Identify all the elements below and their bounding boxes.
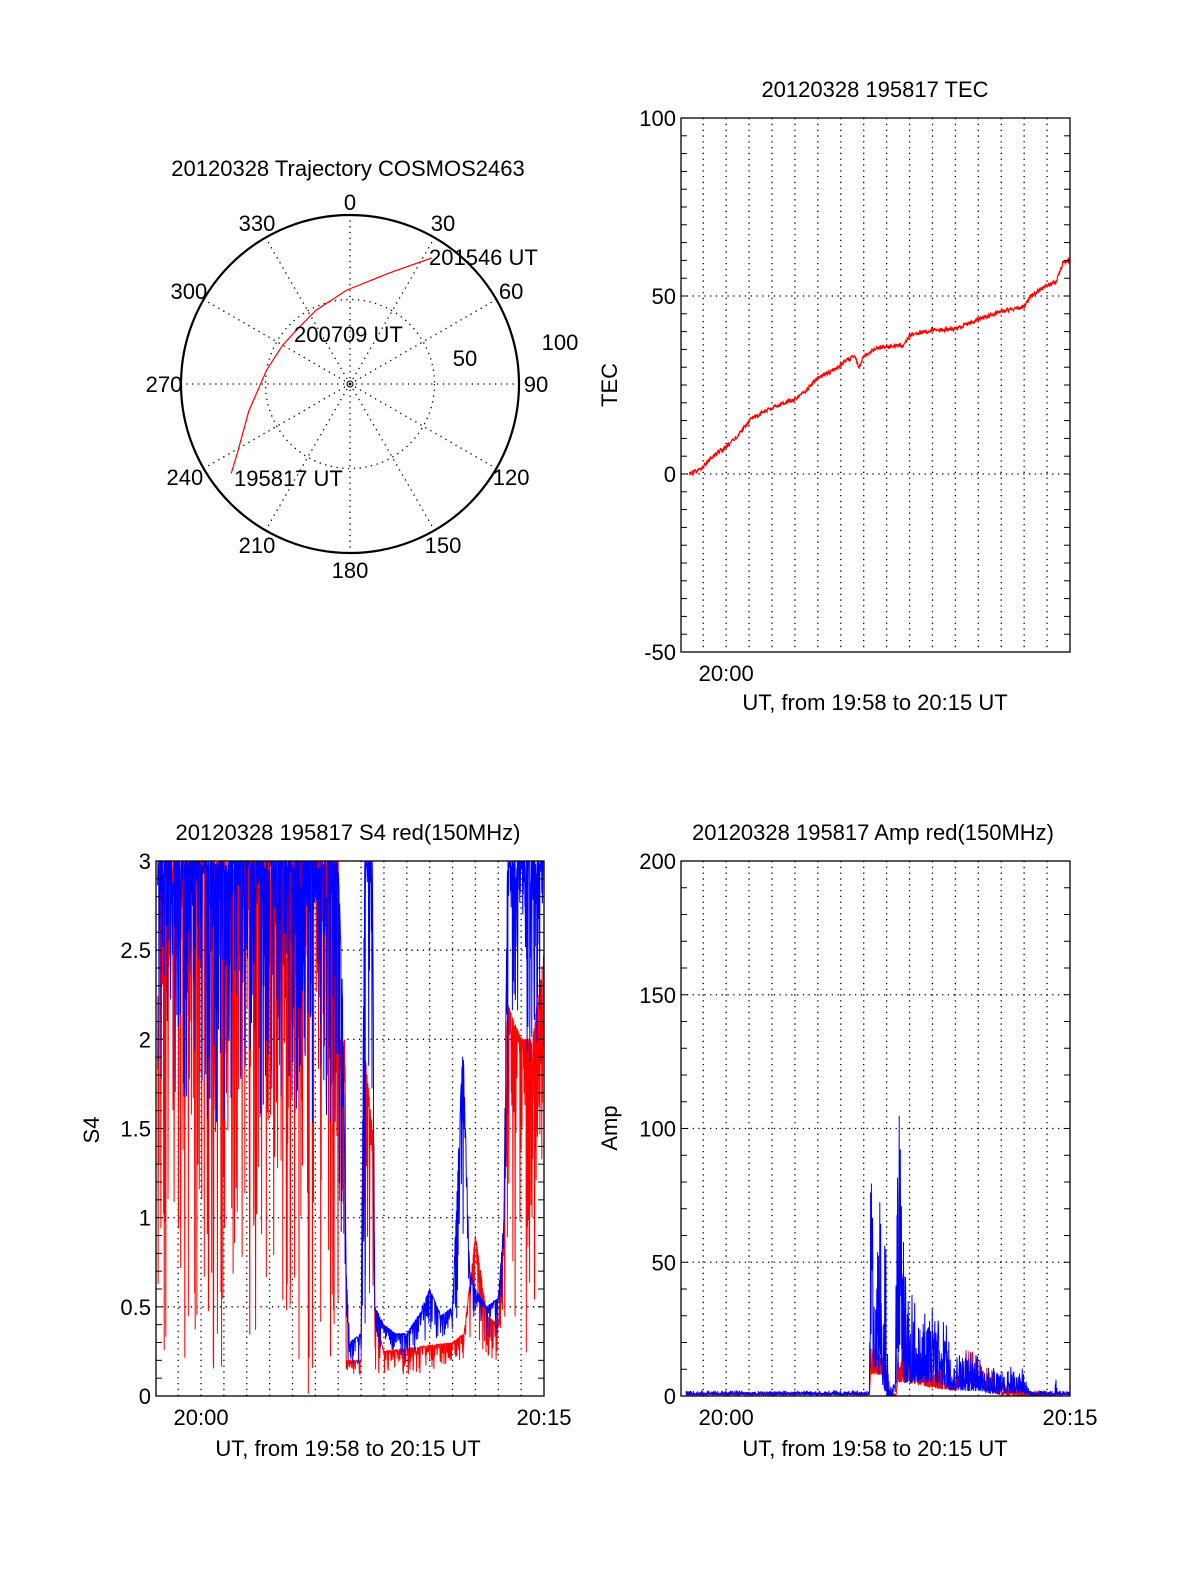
amp-title: 20120328 195817 Amp red(150MHz) [692, 820, 1054, 845]
trajectory-polar-plot: 0 30 60 90 120 150 180 210 240 270 300 330 50 100 1… [146, 156, 579, 583]
polar-angle-label: 210 [239, 533, 276, 558]
tec-series [688, 256, 1070, 478]
amp-y-tick-label: 150 [639, 983, 676, 1008]
polar-ring-50 [264, 298, 436, 470]
s4-series-blue [157, 861, 544, 1364]
polar-angle-label: 270 [146, 372, 183, 397]
amp-series [685, 1115, 1070, 1396]
s4-x-tick-label: 20:15 [516, 1405, 571, 1430]
tec-y-axis-label: TEC [597, 363, 622, 407]
annotation-end-time: 201546 UT [429, 245, 538, 270]
trajectory-series [230, 257, 433, 474]
amp-x-tick-label: 20:15 [1042, 1405, 1097, 1430]
s4-plot: 20120328 195817 S4 red(150MHz) UT, from … [79, 820, 572, 1461]
s4-y-tick-label: 0 [139, 1384, 151, 1409]
amp-grid [681, 861, 1070, 1396]
tec-y-ticks [681, 135, 1070, 635]
tec-y-tick-label: 0 [664, 462, 676, 487]
amp-y-axis-label: Amp [597, 1105, 622, 1150]
s4-y-tick-label: 1.5 [120, 1117, 151, 1142]
polar-angle-label: 240 [167, 465, 204, 490]
s4-y-tick-label: 2 [139, 1027, 151, 1052]
s4-y-tick-label: 2.5 [120, 938, 151, 963]
tec-series-TEC [688, 256, 1070, 478]
polar-outer-ring [179, 213, 521, 555]
polar-grid [179, 213, 521, 555]
polar-angle-label: 300 [171, 279, 208, 304]
polar-angle-labels: 0 30 60 90 120 150 180 210 240 270 300 330 [146, 190, 549, 583]
tec-plot-frame [680, 117, 1071, 653]
tec-y-tick-label: 100 [639, 106, 676, 131]
amp-y-tick-label: 50 [652, 1250, 676, 1275]
annotation-start-time: 195817 UT [234, 466, 343, 491]
s4-y-tick-label: 1 [139, 1206, 151, 1231]
polar-angle-label: 150 [425, 533, 462, 558]
amp-y-tick-label: 0 [664, 1384, 676, 1409]
amp-plot: 20120328 195817 Amp red(150MHz) UT, from… [597, 820, 1098, 1461]
s4-y-ticks [156, 878, 544, 1379]
tec-y-tick-label: 50 [652, 284, 676, 309]
amp-series-blue [685, 1115, 1070, 1396]
s4-y-axis-label: S4 [79, 1117, 104, 1144]
amp-y-tick-label: 200 [639, 849, 676, 874]
amp-x-axis-label: UT, from 19:58 to 20:15 UT [742, 1436, 1007, 1461]
polar-angle-label: 120 [493, 465, 530, 490]
s4-series [157, 861, 544, 1394]
s4-y-tick-label: 3 [139, 849, 151, 874]
trajectory-title: 20120328 Trajectory COSMOS2463 [171, 156, 524, 181]
s4-x-axis-label: UT, from 19:58 to 20:15 UT [215, 1436, 480, 1461]
polar-angle-label: 30 [431, 211, 455, 236]
tec-y-tick-label: -50 [644, 640, 676, 665]
polar-angle-label: 90 [524, 372, 548, 397]
s4-y-tick-label: 0.5 [120, 1295, 151, 1320]
amp-y-tick-label: 100 [639, 1117, 676, 1142]
annotation-mid-time: 200709 UT [294, 322, 403, 347]
polar-angle-label: 60 [499, 279, 523, 304]
tec-x-axis-label: UT, from 19:58 to 20:15 UT [742, 690, 1007, 715]
polar-angle-label: 0 [344, 190, 356, 215]
radial-label-100: 100 [542, 330, 579, 355]
radial-label-50: 50 [453, 346, 477, 371]
tec-title: 20120328 195817 TEC [761, 77, 988, 102]
polar-center-marker [346, 380, 354, 388]
tec-plot: 20120328 195817 TEC UT, from 19:58 to 20… [597, 77, 1071, 715]
polar-spoke [349, 383, 497, 470]
trajectory-line [230, 257, 433, 474]
tec-x-tick-label: 20:00 [699, 661, 754, 686]
polar-angle-label: 330 [239, 211, 276, 236]
s4-title: 20120328 195817 S4 red(150MHz) [176, 820, 521, 845]
amp-y-ticks [681, 887, 1070, 1370]
polar-spoke [264, 237, 351, 385]
s4-x-tick-label: 20:00 [174, 1405, 229, 1430]
tec-grid [681, 118, 1070, 652]
polar-angle-label: 180 [332, 558, 369, 583]
amp-x-tick-label: 20:00 [699, 1405, 754, 1430]
polar-spoke [264, 383, 351, 531]
